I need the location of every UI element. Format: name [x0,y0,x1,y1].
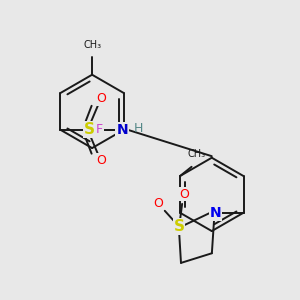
Text: N: N [210,206,221,220]
Text: F: F [96,123,103,136]
Text: N: N [116,123,128,137]
Text: S: S [84,122,95,137]
Text: CH₃: CH₃ [83,40,101,50]
Text: S: S [174,219,184,234]
Text: O: O [179,188,189,201]
Text: O: O [97,154,106,167]
Text: O: O [153,196,163,210]
Text: H: H [134,122,143,135]
Text: O: O [97,92,106,105]
Text: CH₃: CH₃ [188,149,206,159]
